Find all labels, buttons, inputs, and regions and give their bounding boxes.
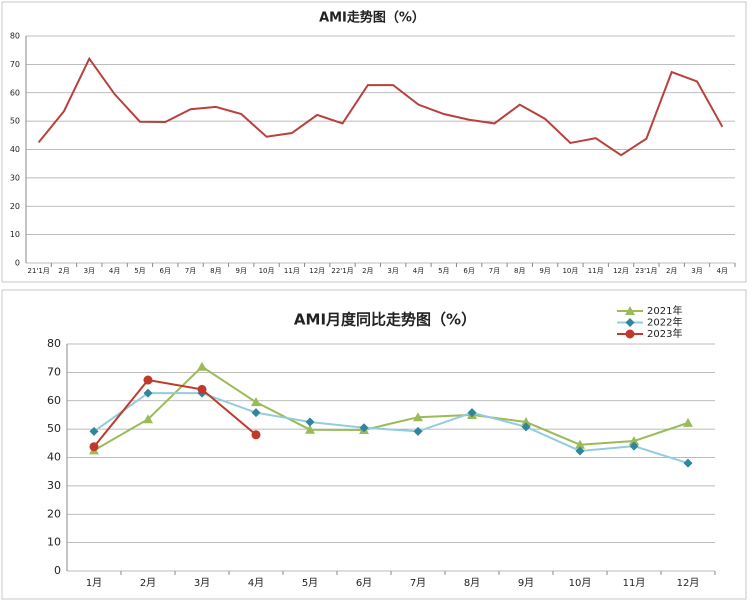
marker <box>251 397 261 407</box>
marker <box>305 424 315 434</box>
x-tick-label: 10月 <box>562 267 578 275</box>
x-tick-label: 5月 <box>302 577 318 589</box>
marker <box>629 436 639 446</box>
x-tick-label: 8月 <box>464 577 480 589</box>
y-tick-label: 0 <box>15 259 20 268</box>
marker <box>413 412 423 422</box>
chart-title: AMI月度同比走势图（%） <box>294 311 476 329</box>
x-tick-label: 7月 <box>489 267 500 275</box>
y-tick-label: 70 <box>10 60 20 69</box>
x-tick-label: 6月 <box>356 577 372 589</box>
x-tick-label: 7月 <box>185 267 196 275</box>
legend-label: 2023年 <box>647 327 682 340</box>
x-tick-label: 2月 <box>140 577 156 589</box>
x-tick-label: 11月 <box>623 577 646 589</box>
marker <box>143 388 153 398</box>
x-tick-label: 5月 <box>134 267 145 275</box>
marker <box>625 329 635 339</box>
y-tick-label: 40 <box>47 451 61 464</box>
legend-label: 2022年 <box>647 316 682 329</box>
chart-frame <box>1 289 747 600</box>
marker <box>575 439 585 449</box>
x-tick-label: 8月 <box>514 267 525 275</box>
marker <box>521 417 531 427</box>
marker <box>251 408 261 418</box>
x-tick-label: 3月 <box>194 577 210 589</box>
y-tick-label: 0 <box>54 564 61 577</box>
chart-frame <box>1 1 747 283</box>
marker <box>467 408 477 418</box>
x-tick-label: 22'1月 <box>331 267 353 275</box>
marker <box>521 422 531 432</box>
marker <box>625 306 635 315</box>
x-tick-label: 3月 <box>84 267 95 275</box>
x-tick-label: 2月 <box>666 267 677 275</box>
x-tick-label: 4月 <box>413 267 424 275</box>
marker <box>575 446 585 456</box>
y-tick-label: 80 <box>10 32 20 41</box>
y-tick-label: 40 <box>10 145 20 154</box>
line <box>93 378 257 448</box>
marker <box>143 375 153 385</box>
x-tick-label: 23'1月 <box>635 267 657 275</box>
x-tick-label: 9月 <box>539 267 550 275</box>
x-tick-label: 4月 <box>109 267 120 275</box>
line <box>37 56 724 157</box>
y-tick-label: 10 <box>47 536 61 549</box>
marker <box>413 426 423 436</box>
x-tick-label: 12月 <box>309 267 325 275</box>
y-tick-label: 60 <box>10 88 20 97</box>
y-tick-label: 80 <box>47 337 61 350</box>
chart-title: AMI走势图（%） <box>319 10 425 26</box>
marker <box>359 423 369 433</box>
y-tick-label: 50 <box>10 117 20 126</box>
x-tick-label: 9月 <box>235 267 246 275</box>
x-tick-label: 21'1月 <box>28 267 50 275</box>
y-tick-label: 20 <box>10 202 20 211</box>
x-tick-label: 3月 <box>387 267 398 275</box>
line <box>93 365 689 452</box>
x-tick-label: 5月 <box>438 267 449 275</box>
x-tick-label: 4月 <box>248 577 264 589</box>
y-tick-label: 60 <box>47 394 61 407</box>
x-tick-label: 11月 <box>284 267 300 275</box>
y-tick-label: 50 <box>47 422 61 435</box>
x-tick-label: 10月 <box>569 577 592 589</box>
legend-label: 2021年 <box>647 304 682 317</box>
y-tick-label: 70 <box>47 365 61 378</box>
x-tick-label: 1月 <box>86 577 102 589</box>
marker <box>89 442 99 452</box>
marker <box>89 426 99 436</box>
marker <box>629 441 639 451</box>
x-tick-label: 4月 <box>717 267 728 275</box>
y-tick-label: 20 <box>47 507 61 520</box>
marker <box>683 458 693 468</box>
marker <box>197 361 207 371</box>
x-tick-label: 10月 <box>259 267 275 275</box>
y-tick-label: 30 <box>10 173 20 182</box>
x-tick-label: 2月 <box>362 267 373 275</box>
x-tick-label: 6月 <box>463 267 474 275</box>
x-tick-label: 11月 <box>588 267 604 275</box>
line <box>93 392 689 465</box>
x-tick-label: 12月 <box>677 577 700 589</box>
marker <box>625 318 635 327</box>
marker <box>143 414 153 424</box>
x-tick-label: 6月 <box>160 267 171 275</box>
marker <box>197 384 207 394</box>
x-tick-label: 8月 <box>210 267 221 275</box>
x-tick-label: 7月 <box>410 577 426 589</box>
x-tick-label: 3月 <box>691 267 702 275</box>
x-tick-label: 2月 <box>58 267 69 275</box>
marker <box>683 417 693 427</box>
marker <box>305 417 315 427</box>
y-tick-label: 30 <box>47 479 61 492</box>
x-tick-label: 12月 <box>613 267 629 275</box>
marker <box>251 430 261 440</box>
y-tick-label: 10 <box>10 230 20 239</box>
x-tick-label: 9月 <box>518 577 534 589</box>
